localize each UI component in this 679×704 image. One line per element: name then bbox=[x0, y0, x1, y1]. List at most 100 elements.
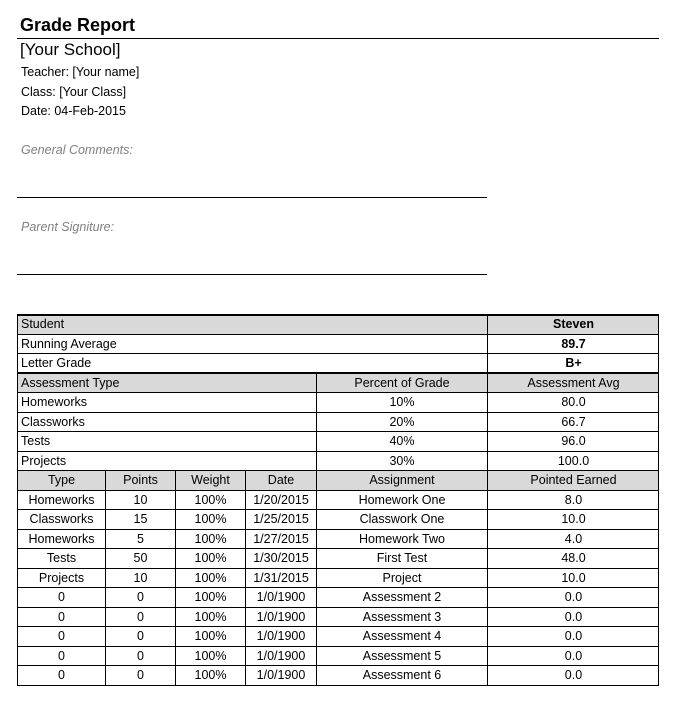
assessment-type-row: Homeworks 10% 80.0 bbox=[17, 393, 659, 413]
date-cell: 1/27/2015 bbox=[245, 529, 316, 548]
letter-grade-row: Letter Grade B+ bbox=[17, 354, 659, 374]
assessment-type-row: Projects 30% 100.0 bbox=[17, 451, 659, 471]
running-average-label: Running Average bbox=[17, 334, 487, 353]
date-cell: 1/25/2015 bbox=[245, 510, 316, 529]
date-cell: 1/31/2015 bbox=[245, 568, 316, 587]
weight-header-cell: Weight bbox=[175, 471, 245, 490]
type-cell: 0 bbox=[17, 607, 105, 626]
points-earned-cell: 0.0 bbox=[487, 607, 659, 626]
date-cell: 1/30/2015 bbox=[245, 549, 316, 568]
points-cell: 0 bbox=[105, 627, 175, 646]
class-line: Class: [Your Class] bbox=[21, 85, 127, 99]
assessment-type-name: Homeworks bbox=[17, 393, 316, 412]
type-cell: 0 bbox=[17, 646, 105, 665]
points-cell: 0 bbox=[105, 588, 175, 607]
assignment-cell: Homework Two bbox=[316, 529, 487, 548]
points-earned-cell: 8.0 bbox=[487, 490, 659, 509]
points-cell: 15 bbox=[105, 510, 175, 529]
date-header-cell: Date bbox=[245, 471, 316, 490]
assignment-cell: Assessment 5 bbox=[316, 646, 487, 665]
assessment-type-header: Assessment Type Percent of Grade Assessmen… bbox=[17, 373, 659, 393]
assignment-row: 0 0 100% 1/0/1900 Assessment 4 0.0 bbox=[17, 627, 659, 647]
points-cell: 0 bbox=[105, 666, 175, 685]
student-label: Student bbox=[17, 315, 487, 334]
running-average-row: Running Average 89.7 bbox=[17, 334, 659, 354]
percent-of-grade: 40% bbox=[316, 432, 487, 451]
weight-cell: 100% bbox=[175, 627, 245, 646]
date-cell: 1/0/1900 bbox=[245, 607, 316, 626]
type-cell: 0 bbox=[17, 666, 105, 685]
letter-grade-value: B+ bbox=[487, 354, 659, 372]
type-cell: Homeworks bbox=[17, 490, 105, 509]
type-cell: Classworks bbox=[17, 510, 105, 529]
type-cell: 0 bbox=[17, 588, 105, 607]
points-cell: 10 bbox=[105, 568, 175, 587]
weight-cell: 100% bbox=[175, 529, 245, 548]
assignment-cell: Classwork One bbox=[316, 510, 487, 529]
assessment-type-name: Classworks bbox=[17, 412, 316, 431]
assignment-row: 0 0 100% 1/0/1900 Assessment 5 0.0 bbox=[17, 646, 659, 666]
student-row: Student Steven bbox=[17, 315, 659, 335]
percent-of-grade: 20% bbox=[316, 412, 487, 431]
student-value: Steven bbox=[487, 315, 659, 334]
assessment-type-name: Tests bbox=[17, 432, 316, 451]
assessment-avg-header-cell: Assessment Avg bbox=[487, 373, 659, 392]
date-cell: 1/0/1900 bbox=[245, 646, 316, 665]
assessment-type-row: Classworks 20% 66.7 bbox=[17, 412, 659, 432]
assignment-cell: Homework One bbox=[316, 490, 487, 509]
points-header-cell: Points bbox=[105, 471, 175, 490]
weight-cell: 100% bbox=[175, 490, 245, 509]
table-right-border bbox=[658, 315, 659, 685]
school-name: [Your School] bbox=[20, 40, 121, 59]
points-cell: 5 bbox=[105, 529, 175, 548]
teacher-line: Teacher: [Your name] bbox=[21, 65, 140, 79]
points-earned-cell: 0.0 bbox=[487, 588, 659, 607]
points-cell: 50 bbox=[105, 549, 175, 568]
parent-signature-line[interactable] bbox=[17, 274, 487, 275]
points-earned-cell: 0.0 bbox=[487, 627, 659, 646]
weight-cell: 100% bbox=[175, 568, 245, 587]
date-cell: 1/0/1900 bbox=[245, 588, 316, 607]
assessment-avg: 66.7 bbox=[487, 412, 659, 431]
assignment-row: Homeworks 5 100% 1/27/2015 Homework Two 4.0 bbox=[17, 529, 659, 549]
assignment-row: 0 0 100% 1/0/1900 Assessment 2 0.0 bbox=[17, 588, 659, 608]
general-comments-label: General Comments: bbox=[21, 143, 133, 157]
points-earned-header-cell: Pointed Earned bbox=[487, 471, 659, 490]
assignment-cell: Assessment 3 bbox=[316, 607, 487, 626]
percent-of-grade: 30% bbox=[316, 451, 487, 470]
assignment-cell: First Test bbox=[316, 549, 487, 568]
weight-cell: 100% bbox=[175, 588, 245, 607]
general-comments-line[interactable] bbox=[17, 197, 487, 198]
assessment-avg: 80.0 bbox=[487, 393, 659, 412]
assignment-row: Homeworks 10 100% 1/20/2015 Homework One 8.0 bbox=[17, 490, 659, 510]
points-earned-cell: 48.0 bbox=[487, 549, 659, 568]
points-cell: 0 bbox=[105, 646, 175, 665]
type-cell: Projects bbox=[17, 568, 105, 587]
weight-cell: 100% bbox=[175, 607, 245, 626]
assignments-header: Type Points Weight Date Assignment Pointed Ea… bbox=[17, 471, 659, 491]
type-cell: 0 bbox=[17, 627, 105, 646]
points-earned-cell: 0.0 bbox=[487, 646, 659, 665]
assignment-cell: Assessment 2 bbox=[316, 588, 487, 607]
parent-signature-label: Parent Signiture: bbox=[21, 220, 115, 234]
assignment-row: 0 0 100% 1/0/1900 Assessment 3 0.0 bbox=[17, 607, 659, 627]
date-cell: 1/0/1900 bbox=[245, 627, 316, 646]
percent-of-grade: 10% bbox=[316, 393, 487, 412]
table-top-border bbox=[17, 314, 659, 316]
weight-cell: 100% bbox=[175, 549, 245, 568]
type-cell: Homeworks bbox=[17, 529, 105, 548]
title-divider bbox=[17, 38, 659, 39]
points-earned-cell: 10.0 bbox=[487, 510, 659, 529]
weight-cell: 100% bbox=[175, 510, 245, 529]
type-cell: Tests bbox=[17, 549, 105, 568]
assignment-row: Tests 50 100% 1/30/2015 First Test 48.0 bbox=[17, 549, 659, 569]
assignment-header-cell: Assignment bbox=[316, 471, 487, 490]
points-earned-cell: 0.0 bbox=[487, 666, 659, 685]
assignment-cell: Project bbox=[316, 568, 487, 587]
points-earned-cell: 4.0 bbox=[487, 529, 659, 548]
assignment-row: Classworks 15 100% 1/25/2015 Classwork One 10… bbox=[17, 510, 659, 530]
date-line: Date: 04-Feb-2015 bbox=[21, 104, 126, 118]
assignment-cell: Assessment 6 bbox=[316, 666, 487, 685]
points-earned-cell: 10.0 bbox=[487, 568, 659, 587]
running-average-value: 89.7 bbox=[487, 334, 659, 353]
